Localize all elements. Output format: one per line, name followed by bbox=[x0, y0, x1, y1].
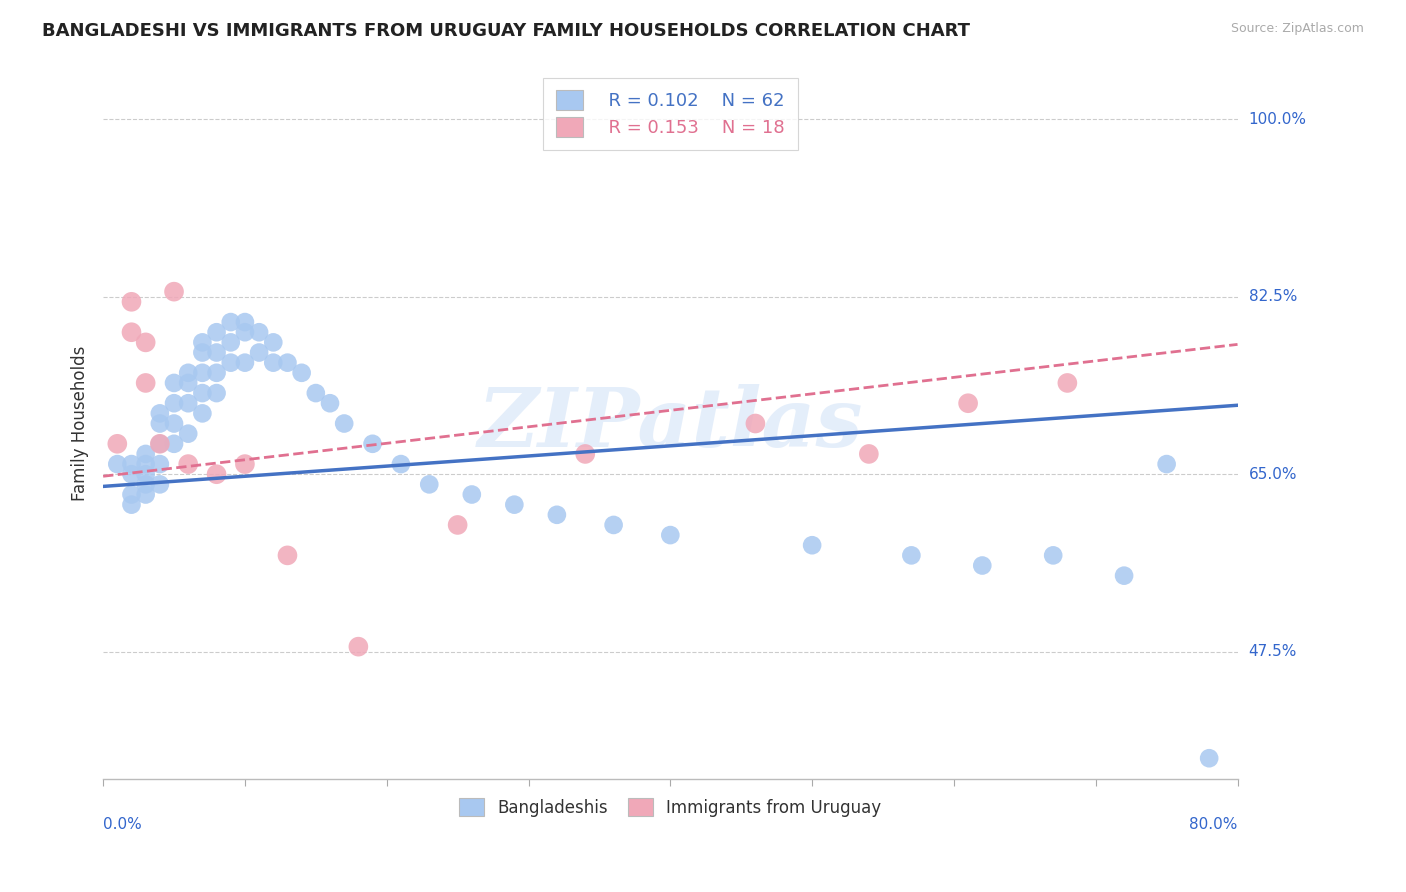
Point bbox=[205, 366, 228, 380]
Point bbox=[957, 396, 980, 410]
Point bbox=[163, 376, 186, 390]
Point bbox=[191, 406, 214, 420]
Point bbox=[135, 447, 157, 461]
Point bbox=[121, 498, 143, 512]
Point bbox=[503, 498, 526, 512]
Point bbox=[361, 437, 384, 451]
Point bbox=[219, 315, 242, 329]
Point bbox=[191, 345, 214, 359]
Point bbox=[177, 376, 200, 390]
Point bbox=[233, 325, 256, 339]
Point bbox=[276, 356, 298, 370]
Point bbox=[219, 356, 242, 370]
Point bbox=[219, 335, 242, 350]
Point bbox=[135, 477, 157, 491]
Point bbox=[205, 345, 228, 359]
Point bbox=[446, 518, 468, 533]
Point bbox=[801, 538, 824, 552]
Point bbox=[121, 457, 143, 471]
Point bbox=[149, 477, 172, 491]
Point bbox=[262, 335, 284, 350]
Point bbox=[233, 315, 256, 329]
Point bbox=[1042, 549, 1064, 563]
Point bbox=[105, 457, 128, 471]
Text: 65.0%: 65.0% bbox=[1249, 467, 1298, 482]
Point bbox=[163, 396, 186, 410]
Point bbox=[276, 549, 298, 563]
Point bbox=[121, 294, 143, 309]
Point bbox=[149, 437, 172, 451]
Point bbox=[972, 558, 994, 573]
Point bbox=[900, 549, 922, 563]
Point bbox=[149, 406, 172, 420]
Point bbox=[191, 366, 214, 380]
Point bbox=[546, 508, 568, 522]
Point bbox=[177, 366, 200, 380]
Point bbox=[205, 386, 228, 401]
Text: BANGLADESHI VS IMMIGRANTS FROM URUGUAY FAMILY HOUSEHOLDS CORRELATION CHART: BANGLADESHI VS IMMIGRANTS FROM URUGUAY F… bbox=[42, 22, 970, 40]
Point bbox=[247, 345, 270, 359]
Point bbox=[191, 335, 214, 350]
Text: 0.0%: 0.0% bbox=[103, 817, 142, 832]
Point bbox=[121, 325, 143, 339]
Text: ZIPatlas: ZIPatlas bbox=[478, 384, 863, 464]
Point bbox=[121, 487, 143, 501]
Point bbox=[418, 477, 440, 491]
Point bbox=[333, 417, 356, 431]
Point bbox=[121, 467, 143, 482]
Point bbox=[1156, 457, 1178, 471]
Point bbox=[291, 366, 314, 380]
Text: 82.5%: 82.5% bbox=[1249, 289, 1296, 304]
Point bbox=[163, 417, 186, 431]
Point bbox=[191, 386, 214, 401]
Point bbox=[305, 386, 328, 401]
Point bbox=[1112, 568, 1135, 582]
Point bbox=[205, 467, 228, 482]
Point bbox=[177, 396, 200, 410]
Point bbox=[319, 396, 342, 410]
Point bbox=[461, 487, 484, 501]
Point bbox=[744, 417, 766, 431]
Point bbox=[163, 285, 186, 299]
Text: 80.0%: 80.0% bbox=[1189, 817, 1237, 832]
Point bbox=[262, 356, 284, 370]
Text: 100.0%: 100.0% bbox=[1249, 112, 1306, 127]
Point bbox=[233, 457, 256, 471]
Point bbox=[163, 437, 186, 451]
Point bbox=[1056, 376, 1078, 390]
Point bbox=[574, 447, 596, 461]
Point bbox=[347, 640, 370, 654]
Text: Source: ZipAtlas.com: Source: ZipAtlas.com bbox=[1230, 22, 1364, 36]
Point bbox=[135, 487, 157, 501]
Point bbox=[135, 376, 157, 390]
Y-axis label: Family Households: Family Households bbox=[72, 346, 89, 501]
Point bbox=[177, 457, 200, 471]
Point bbox=[177, 426, 200, 441]
Point bbox=[602, 518, 624, 533]
Point bbox=[389, 457, 412, 471]
Point bbox=[135, 335, 157, 350]
Point bbox=[105, 437, 128, 451]
Point bbox=[149, 437, 172, 451]
Point bbox=[233, 356, 256, 370]
Point bbox=[858, 447, 880, 461]
Point bbox=[247, 325, 270, 339]
Point bbox=[205, 325, 228, 339]
Legend: Bangladeshis, Immigrants from Uruguay: Bangladeshis, Immigrants from Uruguay bbox=[453, 791, 889, 823]
Point bbox=[135, 467, 157, 482]
Point bbox=[1198, 751, 1220, 765]
Point bbox=[149, 457, 172, 471]
Point bbox=[149, 417, 172, 431]
Text: 47.5%: 47.5% bbox=[1249, 644, 1296, 659]
Point bbox=[135, 457, 157, 471]
Point bbox=[659, 528, 682, 542]
